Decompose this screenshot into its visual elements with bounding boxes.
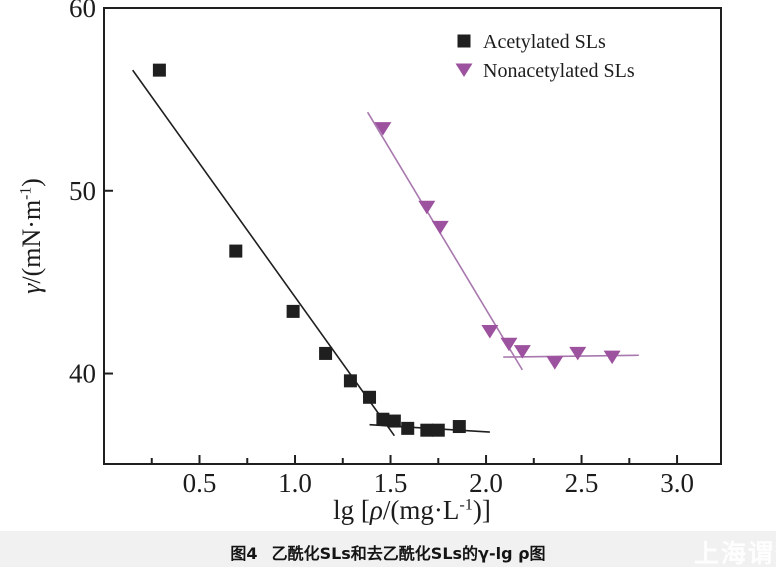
- chart-area: 0.5 1.0 1.5 2.0 2.5 3.0 60 50 40 lg [ρ/(mg·L-1)] γ…: [17, 0, 722, 525]
- x-axis-title: lg [ρ/(mg·L-1)]: [333, 495, 491, 525]
- data-point-series-1: [420, 423, 434, 437]
- x-tick-label: 1.0: [278, 468, 312, 498]
- data-point-series-2: [603, 350, 621, 365]
- data-point-series-2: [513, 345, 531, 359]
- legend-label: Nonacetylated SLs: [483, 60, 635, 82]
- y-tick-label: 40: [69, 359, 96, 389]
- data-point-series-2: [569, 346, 587, 361]
- y-tick-label: 60: [69, 0, 96, 23]
- scatter-plot: 0.5 1.0 1.5 2.0 2.5 3.0 60 50 40 lg [ρ/(mg·L-1)] γ…: [17, 0, 722, 525]
- x-tick-label: 2.5: [565, 468, 599, 498]
- caption-bar: 图4 乙酰化SLs和去乙酰化SLs的γ-lg ρ图 上海谓数: [0, 531, 776, 567]
- data-point-series-1: [376, 412, 390, 426]
- data-point-series-1: [431, 423, 445, 437]
- data-point-series-1: [452, 420, 466, 434]
- data-point-series-1: [401, 421, 415, 435]
- y-tick-label: 50: [69, 176, 96, 206]
- data-point-series-2: [500, 337, 518, 352]
- data-point-series-1: [229, 244, 243, 258]
- data-point-series-2: [418, 200, 436, 215]
- fit-line-series-2: [366, 111, 524, 371]
- data-point-series-1: [343, 374, 357, 388]
- x-tick-label: 2.0: [469, 468, 503, 498]
- data-point-series-1: [387, 414, 401, 428]
- figure-number: 图4: [230, 544, 258, 563]
- figure-caption: 图4 乙酰化SLs和去乙酰化SLs的γ-lg ρ图: [0, 540, 776, 564]
- data-point-series-2: [374, 122, 392, 136]
- data-point-series-1: [319, 346, 333, 360]
- y-axis-title: γ/(mN·m-1): [17, 178, 46, 294]
- figure-caption-text: 乙酰化SLs和去乙酰化SLs的γ-lg ρ图: [271, 544, 546, 563]
- plot-frame: [103, 7, 722, 465]
- legend: Acetylated SLs Nonacetylated SLs: [455, 31, 635, 82]
- x-tick-label: 0.5: [183, 468, 217, 498]
- x-tick-label: 1.5: [374, 468, 408, 498]
- data-point-series-2: [481, 324, 499, 339]
- watermark-text: 上海谓数: [694, 539, 776, 567]
- data-point-series-1: [363, 390, 377, 404]
- data-point-series-1: [286, 304, 300, 318]
- legend-marker-triangle-down: [455, 63, 473, 77]
- x-tick-label: 3.0: [660, 468, 694, 498]
- data-point-series-2: [431, 220, 449, 235]
- data-point-series-2: [546, 356, 564, 370]
- legend-marker-square: [457, 34, 471, 48]
- data-point-series-1: [152, 63, 166, 77]
- legend-label: Acetylated SLs: [483, 31, 606, 53]
